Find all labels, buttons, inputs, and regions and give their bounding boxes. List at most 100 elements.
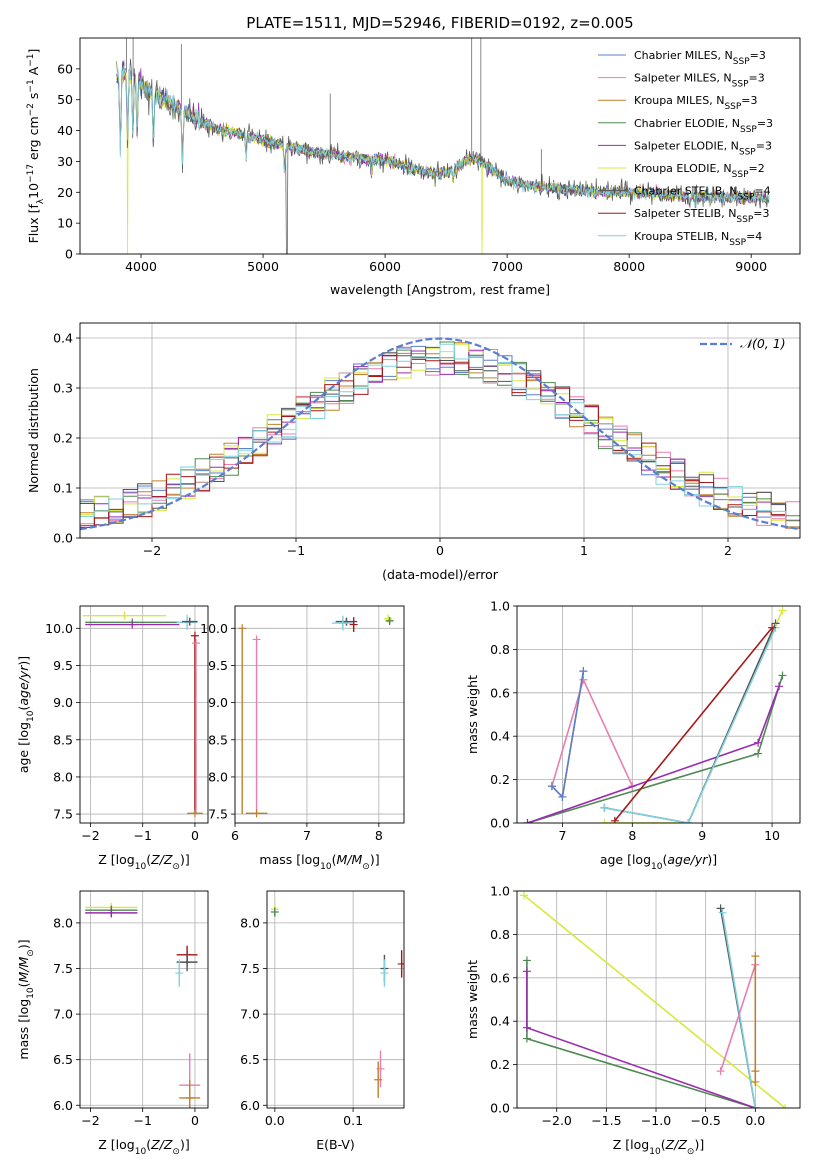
y-tick-label: 10.0 [45, 621, 73, 636]
data-point [342, 617, 351, 626]
x-tick-label: 9000 [735, 259, 767, 274]
data-point [522, 956, 531, 965]
x-tick-label: 6000 [369, 259, 401, 274]
plot-area [80, 337, 800, 531]
label-part: 10 [26, 710, 36, 722]
y-axis-label: mass [log10(M/M⊙)] [16, 939, 36, 1059]
label-part: =3 [756, 139, 772, 152]
y-tick-label: 1.0 [490, 599, 510, 614]
data-point [778, 606, 787, 615]
label-part: −1 [26, 54, 36, 67]
x-tick-label: 6 [231, 828, 239, 843]
y-tick-label: 9.5 [208, 658, 228, 673]
label-part: )] [16, 656, 31, 666]
label-part: SSP [729, 238, 746, 248]
y-tick-label: 0.8 [490, 927, 510, 942]
label-part: Z/Z [150, 852, 173, 867]
x-tick-label: 7 [303, 828, 311, 843]
panel-residuals: −2 −1 0 1 2 0.0 0.1 0.2 0.3 0.4 (data-model)/error… [26, 322, 801, 582]
y-tick-label: 8.0 [53, 915, 73, 930]
data-point [185, 1093, 194, 1102]
panel-age-vs-mass: 6 7 8 7.5 8.0 8.5 9.0 9.5 10.0 mass [log10(M/M⊙)] [200, 605, 405, 872]
label-part: )] [707, 852, 717, 867]
label-part: age/yr [16, 665, 31, 706]
legend-entry: Kroupa MILES, NSSP=3 [634, 94, 758, 112]
weight-line [721, 912, 757, 1108]
x-tick-label: −0.5 [690, 1113, 720, 1128]
label-part: =4 [754, 185, 770, 198]
x-tick-label: 0.0 [745, 1113, 765, 1128]
y-tick-label: 60 [57, 61, 73, 76]
data-point [107, 908, 116, 917]
x-tick-label: −2 [81, 1113, 99, 1128]
plot-area [519, 891, 790, 1108]
label-part: SSP [736, 215, 753, 225]
axes-frame [266, 890, 405, 1109]
y-tick-label: 0.2 [53, 431, 73, 446]
panel-weight-vs-Z: −2.0 −1.5 −1.0 −0.5 0.0 0.0 0.2 0.4 0.6 0.8 1.0 Z [… [465, 884, 801, 1157]
label-part: =3 [750, 49, 766, 62]
data-point [374, 1075, 383, 1084]
label-part: SSP [740, 125, 757, 135]
label-part: mass [log [259, 852, 320, 867]
data-point [190, 809, 199, 818]
label-part: A [26, 66, 41, 79]
x-tick-label: −1 [287, 543, 305, 558]
x-axis-label: age [log10(age/yr)] [600, 852, 717, 872]
data-point [183, 958, 192, 967]
label-part: ⊙ [172, 862, 180, 872]
data-point [610, 816, 619, 823]
y-tick-label: 0.4 [490, 729, 510, 744]
weight-line [604, 623, 777, 823]
x-axis-label: Z [log10(Z/Z⊙)] [613, 1137, 704, 1157]
label-part: erg cm [26, 116, 41, 164]
y-tick-label: 0.0 [53, 531, 73, 546]
x-axis-label: (data-model)/error [382, 567, 499, 582]
label-part: Salpeter MILES, N [634, 72, 732, 85]
label-part: Z [log [613, 1137, 649, 1152]
data-point [128, 620, 137, 629]
data-point [519, 891, 528, 900]
label-part: SSP [732, 170, 749, 180]
label-part: Z [log [98, 1137, 134, 1152]
x-axis-label: Z [log10(Z/Z⊙)] [98, 1137, 189, 1157]
data-point [185, 617, 194, 626]
axes-frame [79, 37, 801, 255]
y-axis-label: Flux [fλ10−17 erg cm−2 s−1 A−1] [26, 49, 46, 244]
y-tick-label: 8.0 [53, 769, 73, 784]
legend-entry: Salpeter STELIB, NSSP=3 [634, 207, 770, 225]
label-part: s [26, 93, 41, 104]
x-tick-label: −1.5 [591, 1113, 621, 1128]
data-point [380, 969, 389, 978]
data-point [751, 1077, 760, 1086]
data-point [522, 1023, 531, 1032]
label-part: Chabrier ELODIE, N [634, 117, 740, 130]
y-tick-label: 0.6 [490, 970, 510, 985]
axes-frame [79, 605, 209, 824]
data-point [579, 667, 588, 676]
label-part: M/M [337, 852, 363, 867]
label-part: ( [661, 1137, 666, 1152]
panel-mass-vs-ebv: 0.0 0.1 6.0 6.5 7.0 7.5 8.0 E(B-V) [240, 890, 405, 1152]
plot-area [238, 614, 394, 818]
plot-area [270, 904, 404, 1098]
label-part: E(B-V) [316, 1137, 355, 1152]
label-part: mass [log [16, 999, 31, 1060]
data-point [558, 792, 567, 801]
y-tick-label: 8.5 [208, 732, 228, 747]
x-tick-label: 1 [580, 543, 588, 558]
x-tick-label: 0.0 [265, 1113, 285, 1128]
plot-area [523, 606, 787, 823]
x-axis-label: Z [log10(Z/Z⊙)] [98, 852, 189, 872]
label-part: SSP [724, 102, 741, 112]
legend-entry: Chabrier MILES, NSSP=3 [634, 49, 766, 67]
data-point [716, 904, 725, 913]
y-tick-label: 7.0 [240, 1007, 260, 1022]
x-tick-label: 9 [698, 828, 706, 843]
label-part: =3 [749, 72, 765, 85]
y-tick-label: 7.5 [53, 807, 73, 822]
label-part: )] [180, 852, 190, 867]
data-point [522, 1034, 531, 1043]
data-point [718, 908, 727, 917]
x-tick-label: −1 [133, 828, 151, 843]
